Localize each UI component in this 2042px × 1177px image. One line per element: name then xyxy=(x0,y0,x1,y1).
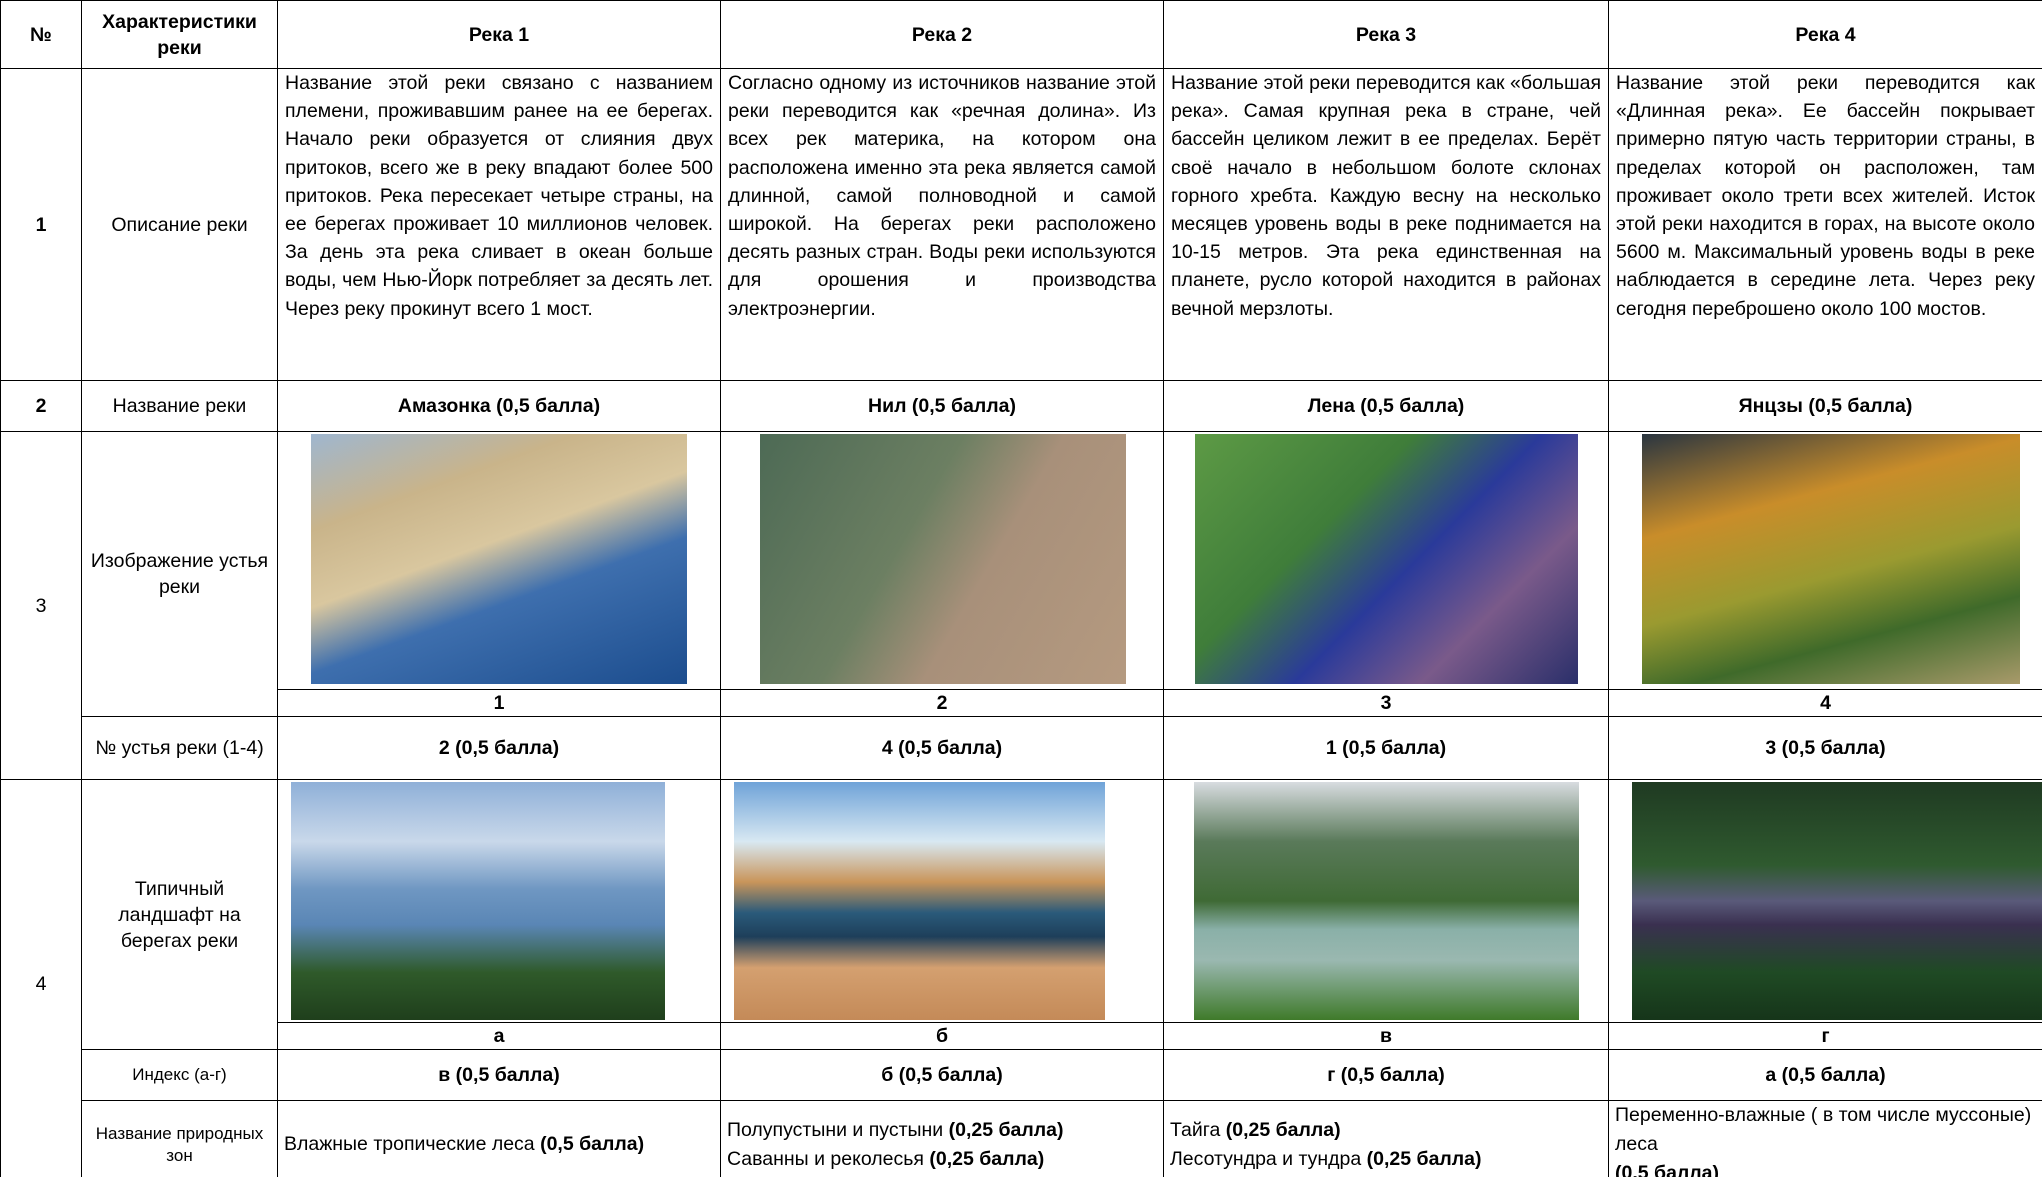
landscape-label-row: а б в г xyxy=(1,1022,2042,1050)
zone-line: Полупустыни и пустыни (0,25 балла) xyxy=(727,1116,1157,1145)
image-label: 4 xyxy=(1608,689,2042,717)
image-label: а xyxy=(277,1022,721,1050)
landscape-image xyxy=(1194,782,1579,1020)
answer: а (0,5 балла) xyxy=(1608,1049,2042,1101)
zone-score: (0,25 балла) xyxy=(1366,1147,1482,1170)
landscape-image-row: 4 Типичный ландшафт на берегах реки xyxy=(0,779,2042,1177)
description: Название этой реки переводится как «боль… xyxy=(1163,68,1609,381)
zones-cell: Переменно-влажные ( в том числе муссоные… xyxy=(1608,1100,2042,1177)
header-cell: Река 4 xyxy=(1608,0,2042,69)
zone-line: Саванны и реколесья (0,25 балла) xyxy=(727,1145,1157,1174)
row-number: 3 xyxy=(0,431,82,780)
name-row: 2 Название реки Амазонка (0,5 балла) Нил… xyxy=(0,380,2042,432)
landscape-image xyxy=(1632,782,2042,1020)
zone-line: Переменно-влажные ( в том числе муссоные… xyxy=(1615,1102,2036,1160)
mouth-image-row: 3 Изображение устья реки xyxy=(0,431,2042,780)
river-name: Лена (0,5 балла) xyxy=(1163,380,1609,432)
zone-name: Переменно-влажные ( в том числе муссоные… xyxy=(1615,1104,2032,1155)
landscape-image xyxy=(291,782,665,1020)
zone-line: Лесотундра и тундра (0,25 балла) xyxy=(1170,1145,1602,1174)
image-cell xyxy=(720,431,1164,690)
image-cell xyxy=(1608,431,2042,690)
mouth-answer-row: № устья реки (1-4) 2 (0,5 балла) 4 (0,5 … xyxy=(1,716,2042,780)
row-label: Название реки xyxy=(81,380,278,432)
landscape-image xyxy=(734,782,1105,1020)
zones-cell: Влажные тропические леса (0,5 балла) xyxy=(277,1100,721,1177)
zone-score: (0,5 балла) xyxy=(1615,1162,1720,1177)
image-label: 2 xyxy=(720,689,1164,717)
zone-line: Тайга (0,25 балла) xyxy=(1170,1116,1602,1145)
answer: 2 (0,5 балла) xyxy=(277,716,721,780)
river-name: Янцзы (0,5 балла) xyxy=(1608,380,2042,432)
image-cell xyxy=(277,779,721,1023)
mouth-image xyxy=(311,434,687,684)
image-cell xyxy=(1163,431,1609,690)
row-label: Название природных зон xyxy=(81,1100,278,1177)
river-name: Амазонка (0,5 балла) xyxy=(277,380,721,432)
answer: в (0,5 балла) xyxy=(277,1049,721,1101)
mouth-label-row: 1 2 3 4 xyxy=(1,689,2042,717)
zone-score: (0,25 балла) xyxy=(948,1118,1064,1141)
row-label: Изображение устья реки xyxy=(81,431,278,717)
answer: 4 (0,5 балла) xyxy=(720,716,1164,780)
zone-score: (0,25 балла) xyxy=(1225,1118,1341,1141)
image-cell xyxy=(1608,779,2042,1023)
zone-name: Лесотундра и тундра xyxy=(1170,1147,1362,1170)
row-number: 4 xyxy=(0,779,82,1177)
header-cell: № xyxy=(0,0,82,69)
zone-score: (0,5 балла) xyxy=(540,1133,645,1155)
image-cell xyxy=(720,779,1164,1023)
row-label: Описание реки xyxy=(81,68,278,381)
zone-name: Саванны и реколесья xyxy=(727,1147,924,1170)
header-row: № Характеристики реки Река 1 Река 2 Река… xyxy=(0,0,2042,69)
zones-cell: Полупустыни и пустыни (0,25 балла) Саванн… xyxy=(720,1100,1164,1177)
answer: г (0,5 балла) xyxy=(1163,1049,1609,1101)
mouth-image xyxy=(1642,434,2020,684)
river-name: Нил (0,5 балла) xyxy=(720,380,1164,432)
zone-name: Влажные тропические леса xyxy=(284,1133,535,1155)
row-number: 1 xyxy=(0,68,82,381)
row-label: Индекс (а-г) xyxy=(81,1049,278,1101)
header-cell: Река 2 xyxy=(720,0,1164,69)
answer: б (0,5 балла) xyxy=(720,1049,1164,1101)
index-row: Индекс (а-г) в (0,5 балла) б (0,5 балла)… xyxy=(1,1049,2042,1101)
description: Согласно одному из источников название э… xyxy=(720,68,1164,381)
description: Название этой реки переводится как «Длин… xyxy=(1608,68,2042,381)
zone-line: Влажные тропические леса (0,5 балла) xyxy=(284,1130,714,1159)
image-cell xyxy=(277,431,721,690)
image-label: г xyxy=(1608,1022,2042,1050)
image-label: в xyxy=(1163,1022,1609,1050)
zone-name: Полупустыни и пустыни xyxy=(727,1118,944,1141)
row-label: Типичный ландшафт на берегах реки xyxy=(81,779,278,1050)
header-cell: Река 1 xyxy=(277,0,721,69)
row-number: 2 xyxy=(0,380,82,432)
header-cell: Река 3 xyxy=(1163,0,1609,69)
image-label: 3 xyxy=(1163,689,1609,717)
description-row: 1 Описание реки Название этой реки связа… xyxy=(0,68,2042,381)
zone-line: (0,5 балла) xyxy=(1615,1159,2036,1177)
image-label: б xyxy=(720,1022,1164,1050)
description: Название этой реки связано с названием п… xyxy=(277,68,721,381)
mouth-image xyxy=(760,434,1126,684)
answer: 1 (0,5 балла) xyxy=(1163,716,1609,780)
zone-score: (0,25 балла) xyxy=(929,1147,1045,1170)
image-cell xyxy=(1163,779,1609,1023)
row-label: № устья реки (1-4) xyxy=(81,716,278,780)
image-label: 1 xyxy=(277,689,721,717)
zone-name: Тайга xyxy=(1170,1118,1221,1141)
mouth-image xyxy=(1195,434,1578,684)
header-cell: Характеристики реки xyxy=(81,0,278,69)
answer: 3 (0,5 балла) xyxy=(1608,716,2042,780)
zones-row: Название природных зон Влажные тропическ… xyxy=(1,1100,2042,1177)
zones-cell: Тайга (0,25 балла) Лесотундра и тундра (0… xyxy=(1163,1100,1609,1177)
